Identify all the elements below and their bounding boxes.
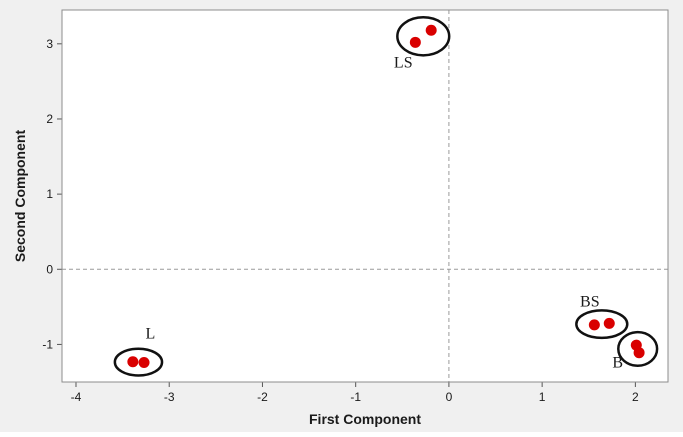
point-group-l: L [113,326,164,377]
y-tick-label: 1 [46,187,53,201]
x-axis: -4 -3 -2 -1 0 1 2 [71,382,639,404]
y-axis-title: Second Component [12,130,28,263]
point-group-ls: LS [394,16,451,71]
y-tick-label: 2 [46,112,53,126]
data-point [138,356,150,368]
y-tick-label: 0 [46,262,53,276]
x-tick-label: -4 [71,390,82,404]
data-point [409,36,421,48]
x-axis-title: First Component [309,411,421,427]
data-point [425,24,437,36]
plot-area [62,10,668,382]
data-point [603,317,615,329]
y-tick-label: 3 [46,37,53,51]
point-group-bs: BS [575,293,629,340]
group-label: L [146,326,156,343]
plot-frame [61,9,669,383]
point-group-b: B [612,330,659,372]
x-tick-label: 2 [632,390,639,404]
data-point [588,319,600,331]
group-label: BS [580,293,600,310]
y-tick-label: -1 [42,337,53,351]
group-ellipse [617,330,659,367]
x-tick-label: 0 [446,390,453,404]
group-ellipse [575,309,629,340]
group-ellipse [113,347,164,377]
data-point [633,347,645,359]
point-groups: LS L BS B [113,16,659,377]
group-label: B [612,355,623,372]
group-label: LS [394,54,413,71]
x-tick-label: -2 [257,390,268,404]
x-tick-label: -3 [164,390,175,404]
group-ellipse [396,16,451,57]
y-axis: -1 0 1 2 3 [42,37,62,351]
x-tick-label: -1 [350,390,361,404]
x-tick-label: 1 [539,390,546,404]
data-point [127,356,139,368]
